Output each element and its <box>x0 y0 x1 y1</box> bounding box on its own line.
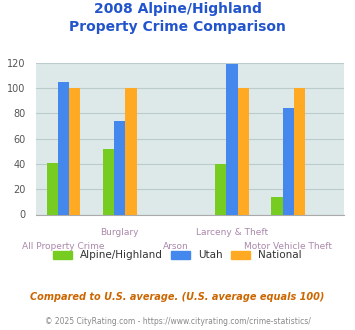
Bar <box>47 163 58 214</box>
Text: Arson: Arson <box>163 242 189 251</box>
Legend: Alpine/Highland, Utah, National: Alpine/Highland, Utah, National <box>53 250 302 260</box>
Text: Burglary: Burglary <box>100 228 139 237</box>
Bar <box>103 149 114 214</box>
Bar <box>125 88 137 214</box>
Bar <box>58 82 69 214</box>
Text: Motor Vehicle Theft: Motor Vehicle Theft <box>244 242 332 251</box>
Text: 2008 Alpine/Highland
Property Crime Comparison: 2008 Alpine/Highland Property Crime Comp… <box>69 2 286 34</box>
Bar <box>69 88 81 214</box>
Bar <box>283 108 294 214</box>
Bar <box>215 164 226 214</box>
Text: Larceny & Theft: Larceny & Theft <box>196 228 268 237</box>
Text: © 2025 CityRating.com - https://www.cityrating.com/crime-statistics/: © 2025 CityRating.com - https://www.city… <box>45 317 310 326</box>
Text: All Property Crime: All Property Crime <box>22 242 105 251</box>
Bar <box>294 88 305 214</box>
Bar <box>114 121 125 214</box>
Bar <box>271 197 283 214</box>
Bar <box>237 88 249 214</box>
Bar <box>226 64 237 214</box>
Text: Compared to U.S. average. (U.S. average equals 100): Compared to U.S. average. (U.S. average … <box>30 292 325 302</box>
